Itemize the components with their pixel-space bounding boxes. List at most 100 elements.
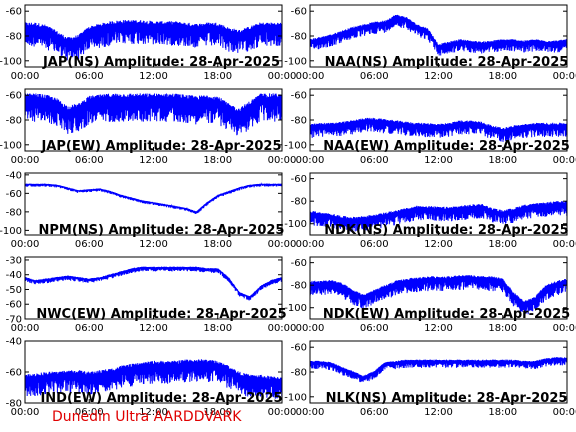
chart-panel-7: -70 -60 -50 -40 -30 00:00 06:00 12:00 18:00 00:00… (6, 255, 297, 334)
chart-panel-8: -100 -80 -60 00:00 06:00 12:00 18:00 00:00NDK(E… (284, 256, 576, 334)
y-tick-label: -80 (291, 197, 307, 208)
x-tick-label: 00:00 (268, 323, 297, 334)
amplitude-line (25, 359, 282, 399)
y-tick-label: -40 (6, 170, 22, 181)
y-tick-label: -60 (291, 7, 307, 18)
y-tick-label: -60 (291, 174, 307, 185)
x-tick-label: 18:00 (203, 71, 232, 82)
x-tick-label: 12:00 (139, 239, 168, 250)
y-tick-label: -30 (6, 255, 22, 266)
series-trace (25, 359, 282, 399)
amplitude-line (310, 117, 567, 142)
x-tick-label: 00:00 (11, 323, 40, 334)
y-tick-label: -80 (291, 368, 307, 379)
y-tick-label: -60 (6, 368, 22, 379)
y-tick-label: -80 (6, 399, 22, 410)
amplitude-line (25, 93, 282, 136)
x-tick-label: 06:00 (360, 71, 389, 82)
y-tick-label: -60 (6, 7, 22, 18)
x-tick-label: 00:00 (11, 71, 40, 82)
x-tick-label: 12:00 (139, 323, 168, 334)
amplitude-line (310, 275, 567, 316)
series-trace (310, 117, 567, 142)
x-tick-label: 18:00 (203, 239, 232, 250)
x-tick-label: 18:00 (203, 323, 232, 334)
chart-panel-6: -100 -80 -60 00:00 06:00 12:00 18:00 00:00NDK(N… (284, 172, 576, 250)
y-tick-label: -70 (6, 315, 22, 326)
panel-title: JAP(EW) Amplitude: 28-Apr-2025 (40, 139, 281, 154)
y-tick-label: -60 (291, 343, 307, 354)
amplitude-line (25, 266, 282, 301)
y-tick-label: -60 (6, 189, 22, 200)
x-tick-label: 00:00 (553, 407, 576, 418)
x-tick-label: 00:00 (11, 239, 40, 250)
x-tick-label: 00:00 (296, 239, 325, 250)
panel-title: NAA(EW) Amplitude: 28-Apr-2025 (323, 139, 570, 154)
x-tick-label: 18:00 (488, 155, 517, 166)
x-tick-label: 00:00 (268, 407, 297, 418)
x-tick-label: 18:00 (488, 71, 517, 82)
x-tick-label: 06:00 (75, 323, 104, 334)
x-tick-label: 12:00 (424, 323, 453, 334)
y-tick-label: -80 (6, 32, 22, 43)
x-tick-label: 00:00 (11, 155, 40, 166)
panel-title: IND(EW) Amplitude: 28-Apr-2025 (40, 391, 282, 406)
x-tick-label: 12:00 (424, 71, 453, 82)
y-tick-label: -100 (284, 56, 307, 67)
x-tick-label: 12:00 (139, 155, 168, 166)
x-tick-label: 12:00 (424, 407, 453, 418)
series-trace (310, 357, 567, 383)
x-tick-label: 00:00 (11, 407, 40, 418)
panel-title: NLK(NS) Amplitude: 28-Apr-2025 (326, 391, 568, 406)
panel-title: NAA(NS) Amplitude: 28-Apr-2025 (325, 55, 569, 70)
amplitude-line (310, 357, 567, 383)
series-trace (25, 93, 282, 136)
y-tick-label: -60 (291, 91, 307, 102)
y-tick-label: -80 (6, 207, 22, 218)
x-tick-label: 18:00 (203, 407, 232, 418)
chart-panel-1: -100 -80 -60 00:00 06:00 12:00 18:00 00:00JAP(N… (0, 4, 297, 82)
x-tick-label: 06:00 (360, 239, 389, 250)
x-tick-label: 06:00 (75, 407, 104, 418)
x-tick-label: 18:00 (488, 323, 517, 334)
y-tick-label: -100 (0, 140, 22, 151)
x-tick-label: 00:00 (268, 71, 297, 82)
x-tick-label: 00:00 (268, 239, 297, 250)
y-tick-label: -80 (291, 281, 307, 292)
y-tick-label: -60 (6, 300, 22, 311)
chart-panel-5: -100 -80 -60 -40 00:00 06:00 12:00 18:00 00:00NP… (0, 170, 296, 250)
credit-label: Dunedin Ultra AARDDVARK (52, 409, 242, 425)
y-tick-label: -80 (6, 116, 22, 127)
y-tick-label: -80 (291, 116, 307, 127)
y-tick-label: -100 (284, 219, 307, 230)
y-tick-label: -60 (6, 91, 22, 102)
x-tick-label: 06:00 (360, 407, 389, 418)
y-tick-label: -100 (284, 392, 307, 403)
amplitude-line (310, 14, 567, 56)
x-tick-label: 06:00 (75, 155, 104, 166)
panel-title: NWC(EW) Amplitude: 28-Apr-2025 (36, 307, 286, 322)
x-tick-label: 00:00 (268, 155, 297, 166)
x-tick-label: 00:00 (553, 323, 576, 334)
series-trace (25, 266, 282, 301)
series-trace (310, 275, 567, 316)
chart-panel-2: -100 -80 -60 00:00 06:00 12:00 18:00 00:00NAA(N… (284, 4, 576, 82)
x-tick-label: 06:00 (75, 71, 104, 82)
x-tick-label: 12:00 (139, 407, 168, 418)
chart-panel-10: -100 -80 -60 00:00 06:00 12:00 18:00 00:00NLK(N… (284, 340, 576, 418)
x-tick-label: 12:00 (424, 155, 453, 166)
x-tick-label: 00:00 (553, 155, 576, 166)
x-tick-label: 00:00 (296, 155, 325, 166)
y-tick-label: -40 (6, 270, 22, 281)
x-tick-label: 18:00 (488, 407, 517, 418)
series-trace (25, 19, 282, 61)
y-tick-label: -100 (284, 303, 307, 314)
y-tick-label: -50 (6, 285, 22, 296)
chart-panel-3: -100 -80 -60 00:00 06:00 12:00 18:00 00:00JAP(E… (0, 88, 297, 166)
amplitude-line (25, 182, 282, 214)
series-trace (310, 201, 567, 232)
y-tick-label: -100 (284, 140, 307, 151)
x-tick-label: 12:00 (424, 239, 453, 250)
